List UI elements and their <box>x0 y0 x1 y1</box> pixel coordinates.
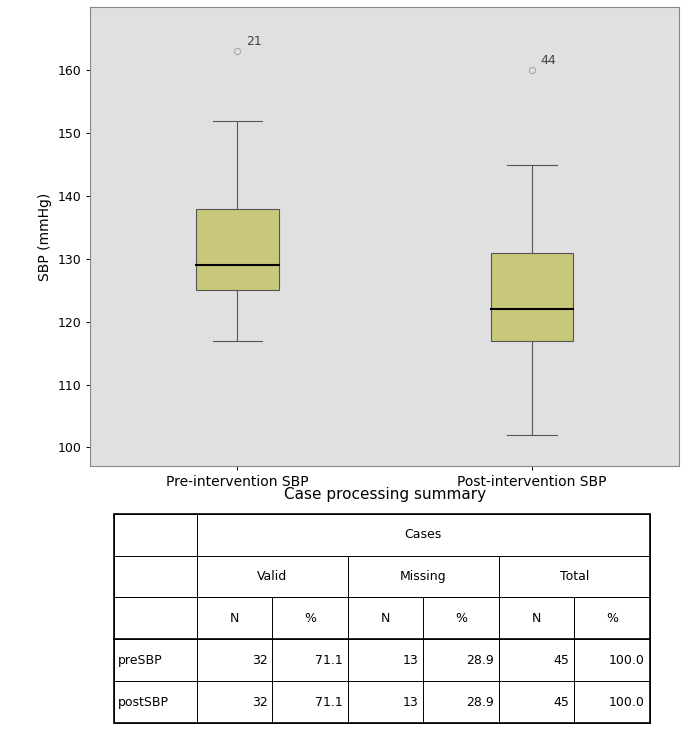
Bar <box>491 252 573 341</box>
Text: 13: 13 <box>403 654 419 667</box>
Text: 32: 32 <box>252 654 267 667</box>
Text: 13: 13 <box>403 696 419 709</box>
Text: 44: 44 <box>541 54 556 67</box>
Text: 100.0: 100.0 <box>609 696 645 709</box>
Bar <box>196 208 279 290</box>
Text: preSBP: preSBP <box>119 654 163 667</box>
Y-axis label: SBP (mmHg): SBP (mmHg) <box>37 193 52 281</box>
Text: Cases: Cases <box>405 528 442 541</box>
Text: %: % <box>606 612 618 625</box>
Text: 71.1: 71.1 <box>315 696 343 709</box>
Text: Valid: Valid <box>257 570 288 583</box>
Text: 71.1: 71.1 <box>315 654 343 667</box>
Text: 28.9: 28.9 <box>466 696 494 709</box>
Text: N: N <box>532 612 541 625</box>
Text: 21: 21 <box>246 35 262 49</box>
Text: Case processing summary: Case processing summary <box>283 487 486 503</box>
Text: Total: Total <box>559 570 589 583</box>
Text: %: % <box>304 612 316 625</box>
Text: %: % <box>455 612 467 625</box>
Text: 45: 45 <box>554 696 570 709</box>
Text: Missing: Missing <box>400 570 446 583</box>
Text: postSBP: postSBP <box>119 696 169 709</box>
Text: N: N <box>230 612 239 625</box>
Text: N: N <box>380 612 390 625</box>
Text: 32: 32 <box>252 696 267 709</box>
Text: 100.0: 100.0 <box>609 654 645 667</box>
Text: 45: 45 <box>554 654 570 667</box>
Text: 28.9: 28.9 <box>466 654 494 667</box>
